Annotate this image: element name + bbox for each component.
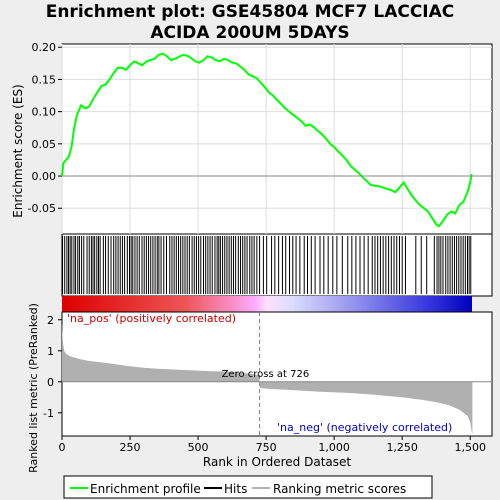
x-tick-label: 1,500 (454, 441, 486, 454)
x-tick-label: 500 (188, 441, 209, 454)
es-panel (61, 43, 493, 235)
es-profile-line (61, 52, 473, 228)
es-y-axis: -0.05 0.00 0.05 0.10 0.15 0.20 (28, 41, 62, 215)
x-tick-label: 1,250 (386, 441, 418, 454)
x-tick-label: 250 (120, 441, 141, 454)
x-tick-label: 0 (59, 441, 66, 454)
x-axis-label: Rank in Ordered Dataset (203, 455, 351, 469)
legend-box (63, 475, 433, 499)
chart-title-line-2: ACIDA 200UM 5DAYS (150, 23, 350, 43)
zero-cross-annotation: Zero cross at 726 (222, 369, 310, 380)
es-y-axis-label: Enrichment score (ES) (11, 84, 25, 217)
es-y-tick-label: 0.05 (32, 138, 57, 151)
legend-ranking-label: Ranking metric scores (273, 482, 406, 496)
es-y-tick-label: 0.20 (32, 41, 57, 54)
es-y-tick-label: 0.00 (32, 170, 57, 183)
x-axis: 0 250 500 750 1,000 1,250 1,500 (59, 436, 486, 454)
rank-color-bar (62, 296, 472, 312)
metric-y-tick-label: 0 (47, 376, 54, 389)
es-grid (61, 44, 492, 234)
metric-y-tick-label: 1 (47, 345, 54, 358)
pos-correlated-label: 'na_pos' (positively correlated) (67, 312, 236, 325)
legend-hits-label: Hits (224, 482, 247, 496)
x-tick-label: 1,000 (318, 441, 350, 454)
legend-enrichment-label: Enrichment profile (90, 482, 201, 496)
ranked-metric-area (62, 322, 473, 435)
x-tick-label: 750 (256, 441, 277, 454)
metric-y-axis: -1 0 1 2 (43, 314, 492, 420)
es-y-tick-label: 0.15 (32, 73, 57, 86)
metric-y-tick-label: 2 (47, 314, 54, 327)
hit-marks (62, 236, 472, 294)
metric-y-tick-label: -1 (43, 407, 54, 420)
metric-y-axis-label: Ranked list metric (PreRanked) (27, 303, 40, 473)
es-y-tick-label: 0.10 (32, 106, 57, 119)
chart-title-line-1: Enrichment plot: GSE45804 MCF7 LACCIAC (45, 2, 455, 22)
es-y-tick-label: -0.05 (28, 202, 56, 215)
neg-correlated-label: 'na_neg' (negatively correlated) (277, 421, 452, 434)
chart-title: Enrichment plot: GSE45804 MCF7 LACCIAC A… (0, 2, 500, 44)
hits-panel (61, 233, 493, 297)
